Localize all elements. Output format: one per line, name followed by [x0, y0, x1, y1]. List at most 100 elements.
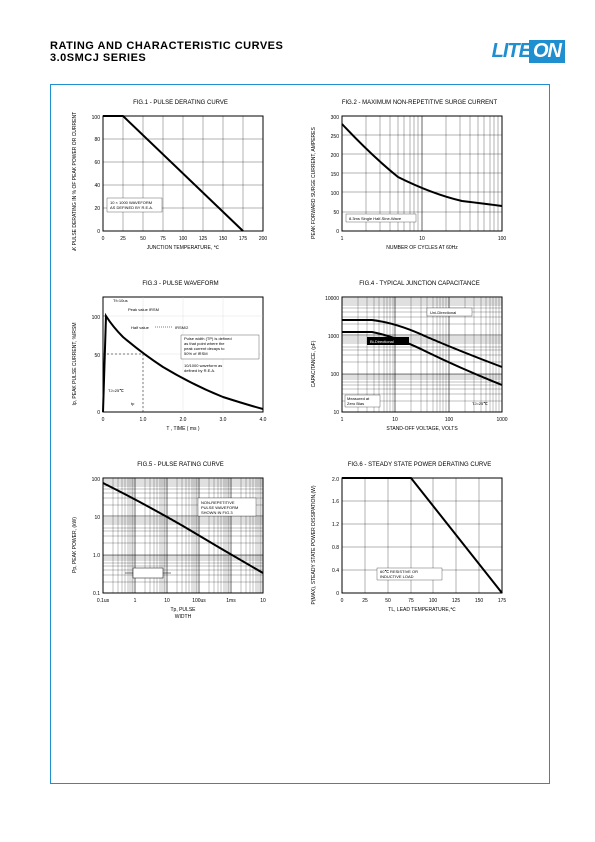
- svg-text:2.0: 2.0: [332, 477, 339, 483]
- svg-text:25: 25: [120, 236, 126, 242]
- svg-text:Tf=10us: Tf=10us: [113, 298, 128, 303]
- svg-text:125: 125: [452, 598, 461, 604]
- svg-text:100: 100: [429, 598, 438, 604]
- svg-text:defined by R.E.A.: defined by R.E.A.: [184, 368, 215, 373]
- svg-text:PEAK PULSE DERATING IN % OF PE: PEAK PULSE DERATING IN % OF PEAK POWER O…: [72, 112, 78, 251]
- svg-text:10: 10: [392, 417, 398, 423]
- svg-text:50% of IRSM: 50% of IRSM: [184, 351, 208, 356]
- svg-text:INDUCTIVE LOAD: INDUCTIVE LOAD: [380, 574, 414, 579]
- svg-text:JUNCTION TEMPERATURE, ℃: JUNCTION TEMPERATURE, ℃: [147, 245, 220, 251]
- svg-text:1: 1: [341, 417, 344, 423]
- fig6-title: FIG.6 - STEADY STATE POWER DERATING CURV…: [307, 462, 532, 468]
- svg-text:10: 10: [260, 598, 266, 604]
- svg-text:SHOWN IN FIG.3: SHOWN IN FIG.3: [201, 510, 233, 515]
- svg-text:CAPACITANCE, (pF): CAPACITANCE, (pF): [311, 340, 317, 387]
- fig6: FIG.6 - STEADY STATE POWER DERATING CURV…: [307, 462, 532, 623]
- svg-text:0: 0: [336, 229, 339, 235]
- svg-text:0: 0: [97, 229, 100, 235]
- svg-text:TL, LEAD TEMPERATURE,℃: TL, LEAD TEMPERATURE,℃: [388, 607, 456, 613]
- svg-text:Bi-Directional: Bi-Directional: [370, 339, 394, 344]
- svg-text:100: 100: [445, 417, 454, 423]
- svg-text:10000: 10000: [325, 296, 339, 302]
- svg-text:75: 75: [408, 598, 414, 604]
- svg-text:100: 100: [92, 115, 101, 121]
- fig4-title: FIG.4 - TYPICAL JUNCTION CAPACITANCE: [307, 281, 532, 287]
- svg-text:1.6: 1.6: [332, 499, 339, 505]
- fig2: FIG.2 - MAXIMUM NON-REPETITIVE SURGE CUR…: [307, 100, 532, 251]
- fig1-title: FIG.1 - PULSE DERATING CURVE: [68, 100, 293, 106]
- svg-text:2.0: 2.0: [180, 417, 187, 423]
- svg-text:10: 10: [419, 236, 425, 242]
- svg-text:10: 10: [94, 515, 100, 521]
- svg-text:PEAK FORWARD SURGE CURRENT, AM: PEAK FORWARD SURGE CURRENT, AMPERES: [311, 126, 317, 238]
- logo-lite: LITE: [492, 40, 531, 63]
- svg-text:1ms: 1ms: [226, 598, 236, 604]
- fig5-svg: NON-REPETITIVE PULSE WAVEFORM SHOWN IN F…: [68, 473, 278, 623]
- svg-text:175: 175: [498, 598, 507, 604]
- svg-text:AS DEFINED BY R.E.A.: AS DEFINED BY R.E.A.: [110, 205, 153, 210]
- svg-text:1000: 1000: [328, 334, 339, 340]
- svg-text:100: 100: [331, 372, 340, 378]
- svg-text:0.1: 0.1: [93, 591, 100, 597]
- svg-text:200: 200: [331, 153, 340, 159]
- svg-text:0.8: 0.8: [332, 545, 339, 551]
- svg-text:80: 80: [94, 137, 100, 143]
- svg-text:100: 100: [179, 236, 188, 242]
- svg-text:150: 150: [475, 598, 484, 604]
- svg-text:Pp, PEAK POWER, (kW): Pp, PEAK POWER, (kW): [72, 517, 78, 573]
- svg-text:TJ=25℃: TJ=25℃: [472, 401, 488, 406]
- svg-text:T , TIME ( ms ): T , TIME ( ms ): [166, 426, 199, 432]
- svg-text:100: 100: [498, 236, 507, 242]
- svg-text:NUMBER OF CYCLES AT 60Hz: NUMBER OF CYCLES AT 60Hz: [386, 245, 458, 251]
- svg-text:1.0: 1.0: [93, 553, 100, 559]
- svg-text:100: 100: [92, 315, 101, 321]
- page-title-line1: RATING AND CHARACTERISTIC CURVES: [50, 40, 283, 52]
- svg-text:300: 300: [331, 115, 340, 121]
- svg-text:0: 0: [97, 410, 100, 416]
- svg-text:50: 50: [333, 210, 339, 216]
- svg-text:50: 50: [385, 598, 391, 604]
- fig3: FIG.3 - PULSE WAVEFORM: [68, 281, 293, 432]
- charts-frame: FIG.1 - PULSE DERATING CURVE: [50, 84, 550, 784]
- svg-text:100us: 100us: [192, 598, 206, 604]
- svg-text:0: 0: [341, 598, 344, 604]
- svg-text:3.0: 3.0: [220, 417, 227, 423]
- fig6-svg: 60℃ RESISTIVE OR INDUCTIVE LOAD 02550 75…: [307, 473, 517, 613]
- svg-text:Zero Bias: Zero Bias: [347, 401, 364, 406]
- svg-text:175: 175: [239, 236, 248, 242]
- svg-text:200: 200: [259, 236, 268, 242]
- svg-text:0.4: 0.4: [332, 568, 339, 574]
- svg-text:50: 50: [140, 236, 146, 242]
- svg-text:1000: 1000: [496, 417, 507, 423]
- svg-text:WIDTH: WIDTH: [175, 614, 192, 620]
- svg-text:25: 25: [362, 598, 368, 604]
- svg-text:40: 40: [94, 183, 100, 189]
- svg-text:10: 10: [333, 410, 339, 416]
- svg-text:150: 150: [331, 172, 340, 178]
- svg-text:125: 125: [199, 236, 208, 242]
- logo-on: ON: [529, 40, 565, 63]
- svg-text:1.2: 1.2: [332, 522, 339, 528]
- fig4-svg: Uni-Directional Bi-Directional Measured …: [307, 292, 517, 432]
- fig1-svg: 02550 75100125 150175200 02040 6080100 1…: [68, 111, 278, 251]
- svg-text:8.3ms Single Half-Sine-Wave: 8.3ms Single Half-Sine-Wave: [349, 216, 402, 221]
- svg-text:1: 1: [341, 236, 344, 242]
- svg-text:Half value: Half value: [131, 325, 150, 330]
- svg-text:1: 1: [134, 598, 137, 604]
- svg-text:0: 0: [336, 591, 339, 597]
- svg-text:P(MAX), STEADY STATE POWER DIS: P(MAX), STEADY STATE POWER DISSIPATION,(…: [311, 485, 317, 604]
- svg-text:1.0: 1.0: [140, 417, 147, 423]
- svg-text:50: 50: [94, 353, 100, 359]
- svg-text:Tp, PULSE: Tp, PULSE: [170, 607, 196, 613]
- svg-text:0: 0: [102, 236, 105, 242]
- svg-text:STAND-OFF VOLTAGE, VOLTS: STAND-OFF VOLTAGE, VOLTS: [386, 426, 458, 432]
- svg-text:75: 75: [160, 236, 166, 242]
- fig3-title: FIG.3 - PULSE WAVEFORM: [68, 281, 293, 287]
- fig1: FIG.1 - PULSE DERATING CURVE: [68, 100, 293, 251]
- svg-text:10: 10: [164, 598, 170, 604]
- fig2-svg: 110100 050100 150200250 300 8.3ms Single…: [307, 111, 517, 251]
- svg-text:60: 60: [94, 160, 100, 166]
- svg-text:IRSM/2: IRSM/2: [175, 325, 189, 330]
- svg-text:100: 100: [92, 477, 101, 483]
- svg-text:TJ=25℃: TJ=25℃: [108, 388, 124, 393]
